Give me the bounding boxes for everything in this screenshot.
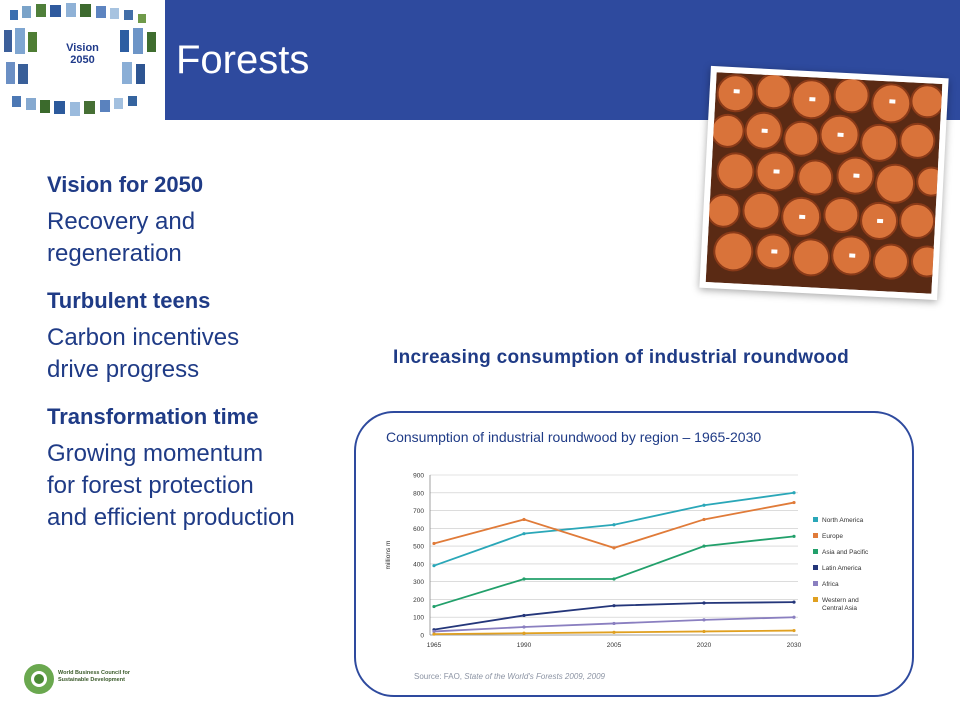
- y-tick-label: 900: [413, 473, 424, 480]
- data-point: [612, 546, 616, 550]
- data-point: [792, 600, 796, 604]
- sections-panel: Vision for 2050 Recovery and regeneratio…: [47, 172, 337, 542]
- legend-label: Central Asia: [822, 605, 857, 612]
- chart-frame: [354, 411, 914, 697]
- data-point: [792, 534, 796, 538]
- data-point: [432, 541, 436, 546]
- y-tick-label: 400: [413, 561, 424, 568]
- data-point: [612, 577, 616, 581]
- legend-swatch: [813, 533, 818, 538]
- x-tick-label: 2030: [787, 642, 802, 649]
- legend-swatch: [813, 597, 818, 602]
- source-title: State of the World's Forests 2009, 2009: [464, 672, 605, 681]
- y-tick-label: 700: [413, 508, 424, 515]
- logo-line-2: 2050: [70, 54, 95, 66]
- data-point: [522, 577, 526, 581]
- section-body-turbulent: Carbon incentives drive progress: [47, 324, 240, 383]
- section-heading-transformation: Transformation time: [47, 404, 259, 429]
- logo-text: Vision 2050: [0, 42, 165, 66]
- data-point: [612, 621, 616, 626]
- data-point: [432, 564, 436, 568]
- data-point: [522, 517, 526, 522]
- data-point: [522, 613, 526, 618]
- data-point: [432, 604, 436, 609]
- x-tick-label: 2005: [607, 642, 622, 649]
- y-tick-label: 300: [413, 579, 424, 586]
- wbcsd-logo-icon: [24, 664, 54, 694]
- data-point: [432, 629, 436, 634]
- data-point: [612, 523, 616, 527]
- vision-2050-logo: [4, 3, 156, 116]
- legend-swatch: [813, 581, 818, 586]
- data-point: [612, 604, 616, 608]
- data-point: [702, 503, 706, 507]
- legend-label: North America: [822, 517, 864, 524]
- y-tick-label: 0: [420, 633, 424, 640]
- chart-source: Source: FAO, State of the World's Forest…: [414, 672, 605, 681]
- wbcsd-name: World Business Council for Sustainable D…: [58, 670, 148, 684]
- y-tick-label: 200: [413, 597, 424, 604]
- data-point: [702, 517, 706, 522]
- y-tick-label: 800: [413, 490, 424, 497]
- data-point: [702, 629, 706, 634]
- legend-swatch: [813, 517, 818, 522]
- org-line-1: World Business Council for: [58, 670, 131, 676]
- legend-label: Africa: [822, 581, 839, 588]
- data-point: [792, 615, 796, 619]
- legend-swatch: [813, 549, 818, 554]
- legend-label: Asia and Pacific: [822, 549, 869, 556]
- y-tick-label: 500: [413, 544, 424, 551]
- section-body-vision: Recovery and regeneration: [47, 208, 196, 267]
- legend-label: Europe: [822, 533, 843, 540]
- data-point: [522, 631, 526, 635]
- y-axis-label: millions m: [385, 541, 392, 570]
- section-heading-turbulent: Turbulent teens: [47, 288, 211, 313]
- y-tick-label: 600: [413, 526, 424, 533]
- x-tick-label: 2020: [697, 642, 712, 649]
- chart-heading: Increasing consumption of industrial rou…: [393, 347, 850, 368]
- section-body-transformation: Growing momentum for forest protection a…: [47, 440, 295, 531]
- legend-swatch: [813, 565, 818, 570]
- source-prefix: Source: FAO,: [414, 672, 465, 681]
- data-point: [432, 632, 436, 636]
- x-tick-label: 1965: [427, 642, 442, 649]
- data-point: [702, 544, 706, 548]
- data-point: [792, 491, 796, 495]
- data-point: [522, 625, 526, 629]
- legend-label: Western and: [822, 597, 859, 604]
- chart-title: Consumption of industrial roundwood by r…: [386, 429, 762, 445]
- y-tick-label: 100: [413, 615, 424, 622]
- logs-image: [705, 72, 947, 294]
- logs-photo: [699, 65, 949, 301]
- data-point: [702, 618, 706, 622]
- page-title: Forests: [176, 38, 310, 82]
- legend-label: Latin America: [822, 565, 862, 572]
- org-line-2: Sustainable Development: [58, 677, 125, 683]
- data-point: [702, 601, 706, 605]
- line-chart: 0 100 200 300 400 500 600 700 800 900 1965 1990 2005…: [385, 473, 869, 650]
- data-point: [522, 532, 526, 536]
- data-point: [792, 628, 796, 633]
- section-heading-vision: Vision for 2050: [47, 172, 204, 197]
- logo-line-1: Vision: [66, 42, 99, 54]
- data-point: [792, 500, 796, 505]
- x-tick-label: 1990: [517, 642, 532, 649]
- data-point: [612, 630, 616, 634]
